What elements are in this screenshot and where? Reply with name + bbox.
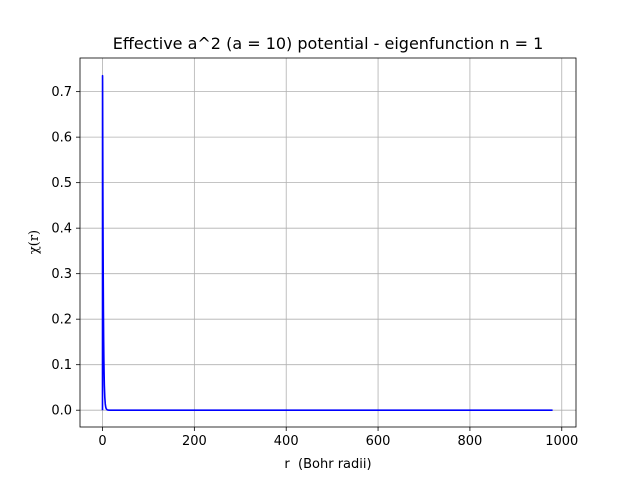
grid bbox=[80, 58, 576, 427]
x-axis: 0 200 400 600 800 1000 bbox=[98, 427, 578, 449]
y-tick-label: 0.1 bbox=[51, 358, 72, 373]
x-axis-label: r (Bohr radii) bbox=[284, 457, 371, 472]
x-tick-label: 800 bbox=[457, 434, 482, 449]
y-axis: 0.0 0.1 0.2 0.3 0.4 0.5 0.6 0.7 bbox=[51, 85, 80, 419]
x-tick-label: 600 bbox=[366, 434, 391, 449]
x-tick-label: 200 bbox=[182, 434, 207, 449]
x-tick-label: 0 bbox=[98, 434, 106, 449]
y-tick-label: 0.0 bbox=[51, 404, 72, 419]
axes-frame bbox=[79, 57, 577, 428]
y-tick-label: 0.7 bbox=[51, 85, 72, 100]
x-tick-label: 1000 bbox=[545, 434, 578, 449]
y-tick-label: 0.6 bbox=[51, 131, 72, 146]
y-tick-label: 0.5 bbox=[51, 176, 72, 191]
y-tick-label: 0.4 bbox=[51, 222, 72, 237]
chart-title: Effective a^2 (a = 10) potential - eigen… bbox=[113, 34, 544, 53]
y-axis-label: χ(r) bbox=[27, 230, 42, 254]
series-line-1 bbox=[101, 74, 553, 412]
plot-area bbox=[101, 74, 553, 412]
y-tick-label: 0.2 bbox=[51, 313, 72, 328]
x-tick-label: 400 bbox=[274, 434, 299, 449]
y-tick-label: 0.3 bbox=[51, 267, 72, 282]
